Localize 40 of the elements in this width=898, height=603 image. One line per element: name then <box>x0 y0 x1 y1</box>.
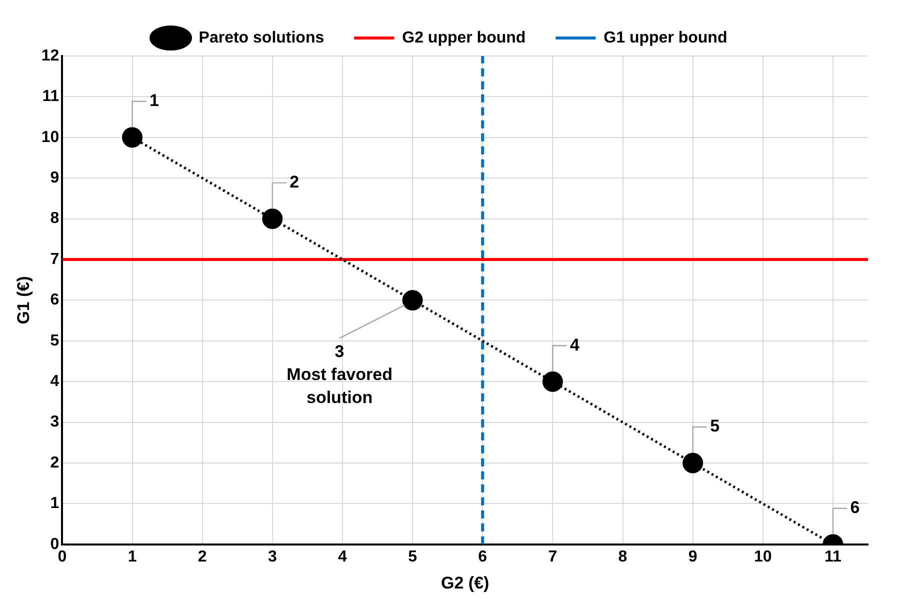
x-tick-label: 5 <box>408 548 418 566</box>
x-tick-label: 4 <box>338 548 348 566</box>
y-tick-label: 3 <box>50 414 60 431</box>
x-tick-label: 8 <box>618 548 628 566</box>
point <box>122 127 143 148</box>
x-tick-label: 1 <box>128 548 137 566</box>
y-tick-label: 2 <box>50 454 60 472</box>
annotation: 6 <box>850 498 860 518</box>
y-tick-label: 7 <box>50 250 60 268</box>
legend-label: G1 upper bound <box>604 29 728 46</box>
x-tick-label: 11 <box>824 548 842 566</box>
annotation: 2 <box>290 172 300 192</box>
y-tick-label: 4 <box>50 373 60 390</box>
y-tick-label: 6 <box>50 292 60 309</box>
y-tick-label: 9 <box>50 170 60 187</box>
legend-label: G2 upper bound <box>402 29 526 46</box>
x-tick-label: 6 <box>478 548 488 566</box>
x-tick-label: 2 <box>198 548 207 566</box>
y-tick-label: 11 <box>42 88 60 106</box>
x-tick-label: 9 <box>688 548 698 566</box>
y-tick-label: 0 <box>50 536 60 553</box>
annotation: 5 <box>710 416 720 436</box>
annotation: 1 <box>150 91 159 110</box>
y-tick-label: 12 <box>41 47 60 64</box>
point <box>262 208 283 230</box>
x-tick-label: 7 <box>548 548 558 566</box>
y-tick-label: 1 <box>50 495 60 512</box>
annotation: 4 <box>570 335 580 354</box>
annotation: 3 Most favored solution <box>286 342 392 407</box>
point <box>682 452 704 474</box>
x-axis-title: G2 (€) <box>441 573 490 592</box>
legend-label: Pareto solutions <box>198 29 324 46</box>
x-tick-label: 3 <box>268 548 277 566</box>
point <box>402 290 423 310</box>
y-tick-label: 5 <box>50 332 60 350</box>
y-tick-label: 10 <box>41 128 60 146</box>
x-tick-label: 10 <box>754 548 772 566</box>
y-tick-label: 8 <box>50 210 60 228</box>
y-axis-title: G1 (€) <box>14 276 33 324</box>
point <box>542 371 563 392</box>
